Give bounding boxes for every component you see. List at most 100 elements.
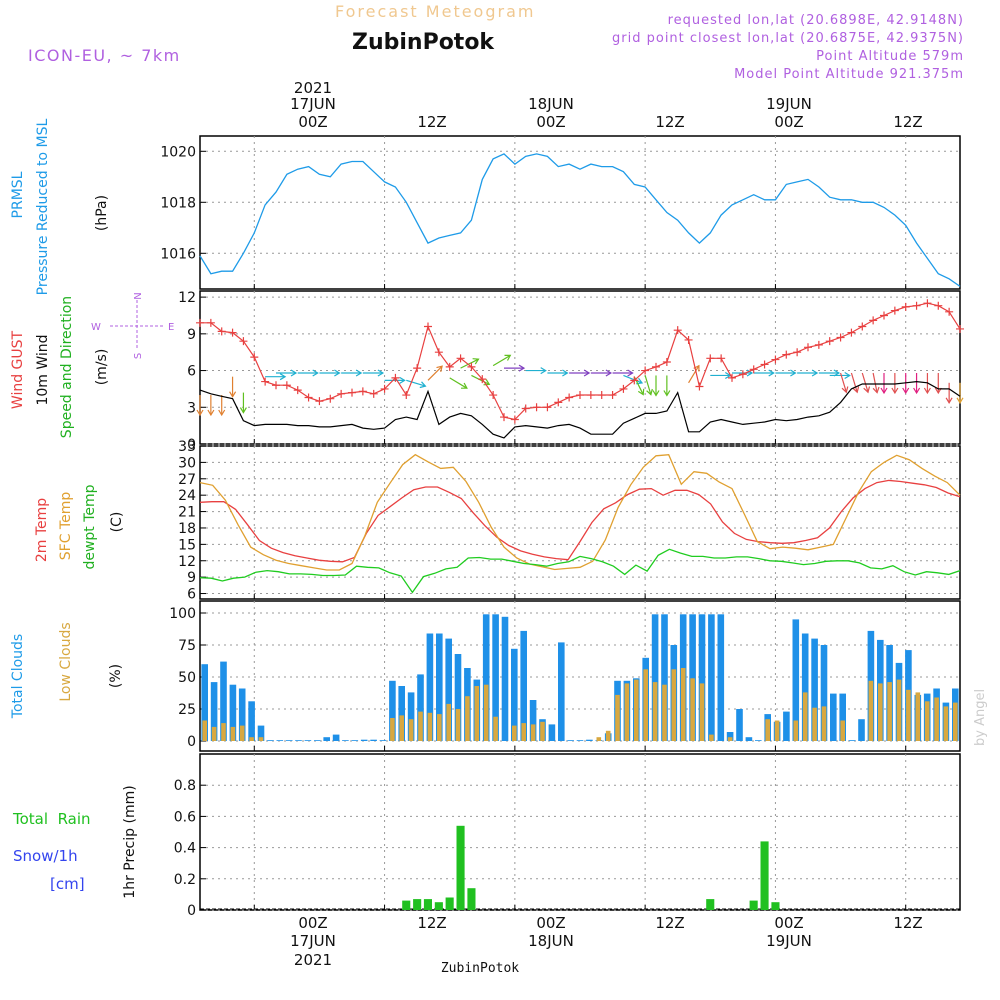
- gust-point-34: [565, 393, 574, 402]
- gust-point-45: [684, 335, 693, 344]
- pressure-label-2: Pressure Reduced to MSL: [35, 118, 51, 295]
- gust-point-43: [662, 357, 671, 366]
- temp-ytick-label-7: 27: [178, 472, 196, 488]
- total-cloud-bar-65: [811, 638, 818, 741]
- gust-point-57: [814, 340, 823, 349]
- low-cloud-bar-65: [812, 707, 817, 741]
- total-cloud-bar-63: [792, 619, 800, 741]
- gust-point-18: [391, 373, 400, 382]
- wind-arrow-head-15: [472, 358, 480, 365]
- total-cloud-bar-20: [389, 680, 396, 741]
- gust-point-10: [304, 393, 313, 402]
- wind-arrow-head-33: [790, 369, 797, 377]
- precip-ytick-label-2: 0.4: [174, 841, 196, 857]
- total-cloud-bar-5: [248, 701, 255, 741]
- wind-arrow-head-42: [891, 387, 899, 395]
- wind-unit: (m/s): [94, 349, 110, 386]
- low-cloud-bar-63: [793, 720, 799, 741]
- gust-point-33: [554, 398, 563, 407]
- wind-panel: 0 3 6 9 12: [178, 290, 964, 453]
- snow-unit-label: [cm]: [50, 875, 85, 893]
- rain-bar-7: [706, 899, 715, 910]
- wind-arrow-head-43: [902, 387, 910, 395]
- total-cloud-bar-16: [351, 740, 359, 741]
- total-cloud-bar-59: [755, 740, 762, 741]
- wind-arrow-head-12: [419, 381, 427, 389]
- total-cloud-bar-26: [445, 638, 452, 741]
- wind-arrow-1: [207, 395, 215, 417]
- low-cloud-bar-48: [652, 682, 658, 741]
- total-cloud-bar-68: [839, 693, 846, 741]
- total-cloud-bar-40: [576, 740, 584, 741]
- clouds-ytick-label-3: 75: [178, 638, 196, 654]
- temp-frame: [199, 445, 961, 600]
- wind-ytick-label-0: 0: [187, 437, 196, 453]
- wind-arrow-head-21: [583, 369, 591, 377]
- wind-arrow-41: [880, 373, 888, 395]
- total-cloud-bar-15: [342, 740, 349, 741]
- wind-arrow-26: [644, 375, 653, 396]
- low-cloud-bar-50: [671, 669, 677, 741]
- low-cloud-bar-52: [690, 678, 695, 741]
- pressure-panel: 1016 1018 1020: [160, 135, 961, 290]
- wind-arrow-head-25: [637, 388, 645, 396]
- low-cloud-bar-74: [896, 679, 902, 741]
- wind-arrow-19: [525, 367, 547, 375]
- sfctemp-line: [199, 453, 961, 571]
- bottom-tick-label-4: 12Z: [655, 914, 684, 932]
- low-cloud-bar-79: [943, 706, 949, 741]
- top-tick-label-5: 00Z: [774, 113, 803, 131]
- low-cloud-bar-45: [624, 683, 630, 741]
- total-cloud-bar-48: [651, 614, 659, 741]
- low-clouds-label: Low Clouds: [58, 622, 74, 701]
- wind-arrow-shaft-12: [406, 379, 426, 387]
- wind-arrow-head-38: [852, 386, 860, 394]
- low-cloud-bar-80: [953, 702, 958, 741]
- gust-point-32: [543, 403, 552, 412]
- total-cloud-bar-4: [238, 688, 246, 741]
- low-cloud-bar-54: [709, 734, 714, 741]
- precip-panel-labels: Total Rain Snow/1h [cm] 1hr Precip (mm): [12, 785, 138, 898]
- top-year-label: 2021: [294, 79, 332, 97]
- wind-arrow-head-37: [841, 386, 849, 394]
- model-point-altitude: Model Point Altitude 921.375m: [734, 67, 964, 82]
- location-title: ZubinPotok: [352, 30, 495, 55]
- precip-ytick-label-0: 0: [187, 903, 196, 919]
- low-cloud-bar-5: [249, 737, 254, 741]
- bottom-day-label-3: 19JUN: [766, 932, 812, 950]
- rain-bar-3: [434, 902, 443, 910]
- total-cloud-bar-38: [558, 642, 565, 741]
- wind-arrow-shaft-26: [644, 375, 652, 395]
- clouds-ytick-label-0: 0: [187, 734, 196, 750]
- wind-arrow-head-22: [605, 369, 613, 377]
- total-cloud-bar-31: [492, 614, 499, 741]
- wind-arrow-head-4: [239, 407, 247, 414]
- wind-arrow-shaft-39: [861, 372, 869, 393]
- wind-arrow-4: [239, 392, 247, 414]
- gust-point-51: [749, 365, 758, 374]
- wind-arrow-head-8: [334, 369, 341, 377]
- snow-label: Snow/1h: [13, 847, 78, 865]
- low-cloud-bar-30: [483, 684, 489, 741]
- chart-title: Forecast Meteogram: [335, 2, 535, 21]
- compass-n: N: [133, 292, 144, 299]
- wind-arrow-13: [427, 365, 443, 381]
- wind-arrow-head-47: [945, 397, 953, 404]
- total-cloud-bar-54: [708, 614, 715, 741]
- temp-ytick-label-5: 21: [178, 505, 196, 521]
- low-cloud-bar-31: [493, 716, 498, 741]
- gust-point-15: [358, 387, 367, 396]
- gust-point-64: [890, 306, 899, 315]
- gust-point-50: [738, 370, 747, 379]
- total-cloud-bar-2: [220, 661, 227, 741]
- gust-point-69: [945, 307, 954, 316]
- wind-arrow-shaft-24: [623, 374, 643, 384]
- wind-arrow-6: [276, 369, 298, 377]
- total-cloud-bar-6: [257, 725, 265, 741]
- temp-ytick-label-6: 24: [178, 488, 196, 504]
- rain-bar-10: [771, 902, 780, 910]
- wind-arrow-39: [861, 372, 871, 394]
- gust-point-63: [880, 311, 888, 320]
- total-cloud-bar-25: [436, 633, 443, 741]
- temp-unit: (C): [109, 512, 125, 533]
